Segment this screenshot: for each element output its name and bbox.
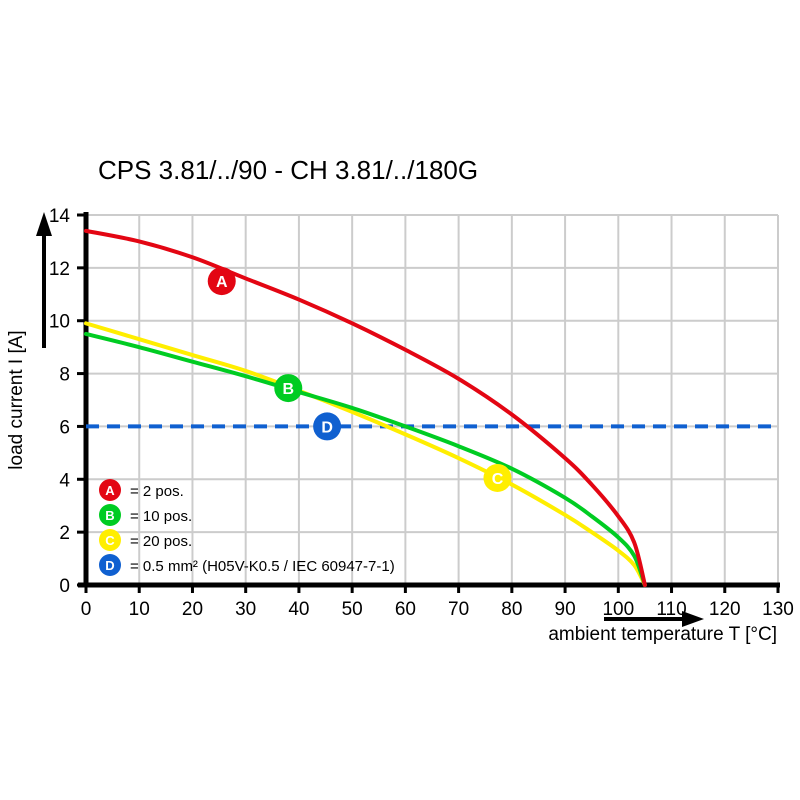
grid-lines [85,214,779,586]
legend-marker-letter: A [105,483,115,498]
series-markers: A B C D [207,267,512,492]
x-axis-tick-label: 80 [501,599,522,620]
y-axis-tick-label: 4 [59,470,70,491]
legend-marker-d [99,554,121,576]
y-axis-tick-label: 12 [49,259,70,280]
legend-marker-letter: D [105,558,114,573]
series-line-a [84,228,647,587]
x-axis-tick-label: 70 [448,599,469,620]
legend-item-label: = 2 pos. [130,483,184,500]
data-marker-a: A [207,267,236,296]
data-marker-c: C [483,463,512,492]
x-axis-tick-label: 130 [762,599,794,620]
y-axis-tick-label: 10 [49,312,70,333]
x-axis-tick-label: 40 [288,599,309,620]
legend-item-c: C = 20 pos. [99,529,192,551]
legend-marker-a [99,479,121,501]
series-line-c [84,321,647,587]
y-axis-tick-label: 6 [59,417,70,438]
legend-marker-b [99,504,121,526]
legend-item-b: B = 10 pos. [99,504,192,526]
legend-marker-letter: B [105,508,114,523]
y-axis-tick-label: 14 [49,206,71,227]
y-axis-tick-label: 0 [59,576,70,597]
marker-label: D [321,419,333,436]
data-marker-b: B [274,374,303,403]
legend-item-label: = 0.5 mm² (H05V-K0.5 / IEC 60947-7-1) [130,558,395,575]
x-axis-tick-label: 90 [555,599,576,620]
y-axis-title: load current I [A] [6,330,27,469]
marker-circle [313,412,342,441]
y-axis-arrow-head [36,212,52,236]
axis-tick-labels: 0 10 20 30 40 50 60 70 80 90 100 110 120 130 0 2 4 6 8 10 12… [49,206,794,620]
legend-marker-c [99,529,121,551]
legend-item-d: D = 0.5 mm² (H05V-K0.5 / IEC 60947-7-1) [99,554,395,576]
axis-titles: load current I [A] ambient temperature T … [6,212,777,645]
legend: A = 2 pos. B = 10 pos. C = 20 pos. D = 0.5 mm² … [99,479,395,576]
axis-lines [78,212,780,588]
marker-label: B [282,381,294,398]
chart-title: CPS 3.81/../90 - CH 3.81/../180G [98,155,479,185]
marker-label: C [492,471,504,488]
series-curves [84,228,778,587]
marker-circle [207,267,236,296]
data-marker-d: D [313,412,342,441]
x-axis-tick-label: 50 [342,599,363,620]
legend-item-a: A = 2 pos. [99,479,184,501]
x-axis-tick-label: 60 [395,599,416,620]
x-axis-tick-label: 20 [182,599,203,620]
series-line-b [84,331,647,587]
marker-circle [483,463,512,492]
x-axis-tick-label: 100 [602,599,634,620]
y-axis-tick-label: 2 [59,523,70,544]
y-axis-tick-label: 8 [59,365,70,386]
x-axis-tick-label: 10 [129,599,150,620]
marker-label: A [216,274,228,291]
legend-item-label: = 10 pos. [130,508,192,525]
x-axis-arrow-head [682,611,704,627]
marker-circle [274,374,303,403]
x-axis-tick-label: 30 [235,599,256,620]
axis-ticks [77,213,780,593]
x-axis-tick-label: 120 [709,599,741,620]
x-axis-title: ambient temperature T [°C] [548,624,777,645]
x-axis-tick-label: 0 [81,599,92,620]
legend-marker-letter: C [105,533,115,548]
x-axis-tick-label: 110 [656,599,686,620]
legend-item-label: = 20 pos. [130,533,192,550]
